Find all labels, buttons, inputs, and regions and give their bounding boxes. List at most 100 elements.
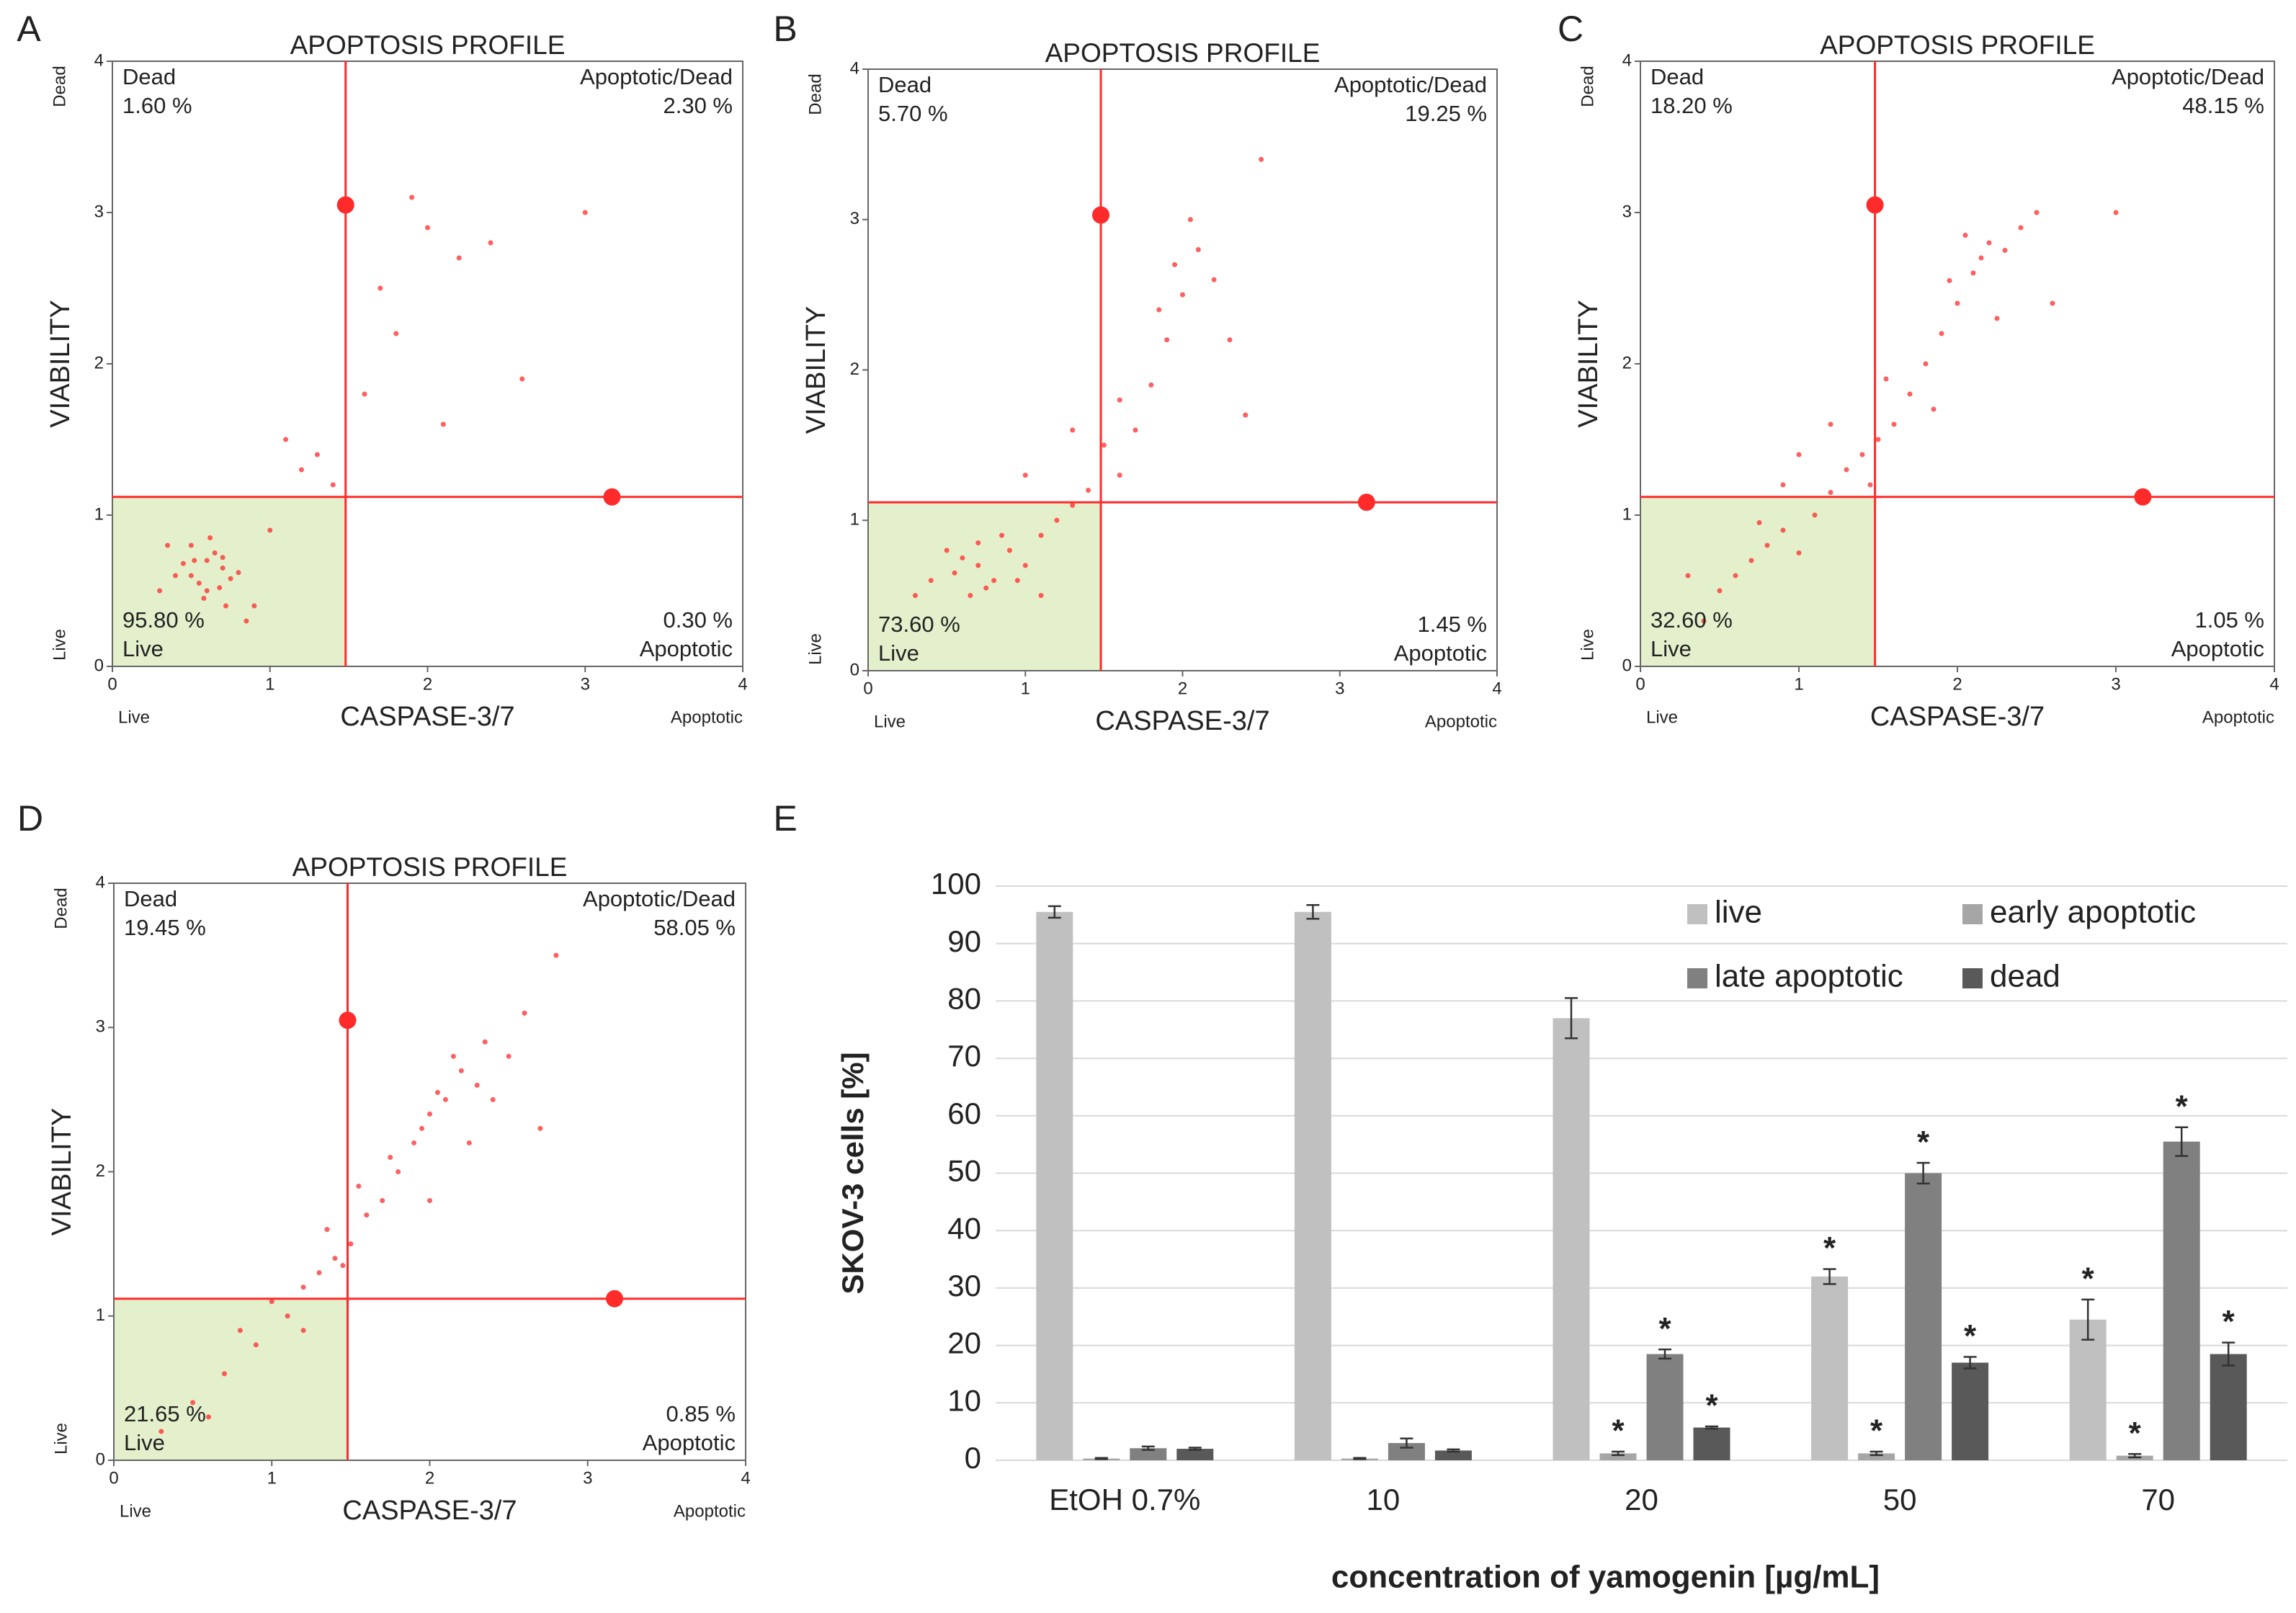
- data-point: [1006, 548, 1012, 553]
- quadrant-label: Apoptotic/Dead: [583, 886, 736, 911]
- quadrant-value: 1.45 %: [1417, 612, 1487, 637]
- data-point: [456, 255, 462, 261]
- significance-mark: *: [1917, 1125, 1930, 1160]
- x-end-label: Apoptotic: [674, 1501, 746, 1521]
- y-axis-title: VIABILITY: [1573, 300, 1604, 427]
- data-point: [427, 1198, 432, 1204]
- data-point: [285, 1313, 290, 1319]
- panel-label: D: [17, 798, 43, 839]
- data-point: [1828, 421, 1833, 427]
- data-point: [1931, 406, 1937, 412]
- error-bar: [1048, 905, 1061, 919]
- gate-handle: [603, 488, 621, 506]
- data-point: [1717, 588, 1723, 594]
- significance-mark: *: [1823, 1230, 1836, 1266]
- data-point: [1907, 391, 1913, 397]
- quadrant-label: Apoptotic: [643, 1430, 736, 1455]
- x-end-label: Live: [120, 1501, 151, 1521]
- error-bar: [1188, 1447, 1202, 1451]
- y-end-label: Live: [50, 629, 69, 661]
- x-tick-label: 2: [423, 674, 432, 694]
- data-point: [1195, 247, 1201, 252]
- panel-label: C: [1558, 9, 1583, 49]
- error-bar: [1565, 997, 1578, 1040]
- error-bar: [1353, 1457, 1367, 1460]
- bar: [1646, 1354, 1684, 1460]
- y-end-label: Dead: [805, 73, 825, 115]
- y-end-label: Live: [805, 633, 825, 665]
- x-tick-label: EtOH 0.7%: [1049, 1483, 1200, 1516]
- bar: [1693, 1427, 1730, 1460]
- data-point: [223, 603, 228, 609]
- significance-mark: *: [1870, 1413, 1883, 1449]
- x-tick-label: 4: [2269, 674, 2279, 694]
- data-point: [1022, 473, 1028, 478]
- quadrant-label: Dead: [122, 64, 176, 89]
- x-tick-label: 0: [109, 1468, 118, 1488]
- bar: [1294, 911, 1331, 1460]
- significance-mark: *: [1658, 1311, 1671, 1346]
- data-point: [332, 1256, 338, 1261]
- quadrant-label: Live: [124, 1430, 165, 1455]
- data-point: [1812, 512, 1818, 518]
- error-bar: [1963, 1356, 1977, 1370]
- data-point: [173, 573, 178, 578]
- data-point: [1117, 473, 1122, 478]
- y-tick-label: 3: [1622, 202, 1632, 221]
- data-point: [300, 1284, 306, 1290]
- data-point: [1875, 437, 1881, 442]
- x-tick-label: 1: [1794, 674, 1803, 694]
- x-tick-label: 1: [265, 674, 274, 694]
- data-point: [1133, 427, 1138, 433]
- data-point: [2018, 225, 2024, 231]
- data-point: [299, 467, 304, 473]
- data-point: [188, 542, 194, 548]
- data-point: [519, 376, 525, 382]
- data-point: [196, 581, 202, 586]
- y-tick-label: 70: [947, 1039, 981, 1073]
- quadrant-label: Apoptotic: [640, 636, 733, 661]
- y-tick-label: 0: [96, 1449, 105, 1469]
- data-point: [393, 331, 399, 336]
- data-point: [1780, 482, 1786, 488]
- x-tick-label: 10: [1367, 1483, 1401, 1516]
- data-point: [553, 952, 559, 958]
- data-point: [442, 1096, 448, 1102]
- y-end-label: Live: [51, 1423, 71, 1455]
- x-axis-title: concentration of yamogenin [µg/mL]: [1331, 1560, 1880, 1595]
- error-bar: [1916, 1161, 1930, 1185]
- quadrant-label: Live: [122, 636, 164, 661]
- data-point: [2050, 300, 2055, 306]
- data-point: [236, 570, 241, 576]
- data-point: [474, 1082, 480, 1088]
- data-point: [1780, 527, 1786, 533]
- data-point: [188, 573, 194, 578]
- quadrant-value: 18.20 %: [1650, 93, 1733, 118]
- x-tick-label: 4: [741, 1468, 750, 1488]
- y-end-label: Dead: [51, 888, 71, 929]
- data-point: [1796, 550, 1802, 555]
- legend-swatch: [1687, 968, 1707, 988]
- y-tick-label: 80: [947, 981, 981, 1015]
- data-point: [944, 548, 950, 553]
- data-point: [1164, 337, 1170, 343]
- x-axis-title: CASPASE-3/7: [1870, 702, 2045, 732]
- gate-handle: [606, 1290, 624, 1308]
- bar: [1858, 1453, 1895, 1460]
- data-point: [220, 566, 225, 571]
- y-tick-label: 10: [947, 1383, 981, 1417]
- gate-handle: [1092, 206, 1110, 224]
- data-point: [362, 391, 367, 397]
- quadrant-value: 73.60 %: [878, 612, 960, 637]
- data-point: [1891, 421, 1897, 427]
- data-point: [1986, 240, 1992, 246]
- bar: [1434, 1450, 1472, 1460]
- quadrant-label: Apoptotic/Dead: [580, 64, 733, 89]
- data-point: [1828, 490, 1833, 495]
- data-point: [1211, 277, 1217, 282]
- data-point: [300, 1328, 306, 1333]
- data-point: [314, 452, 320, 457]
- live-region: [114, 1298, 348, 1460]
- y-tick-label: 20: [947, 1326, 981, 1360]
- chart-title: APOPTOSIS PROFILE: [290, 30, 566, 60]
